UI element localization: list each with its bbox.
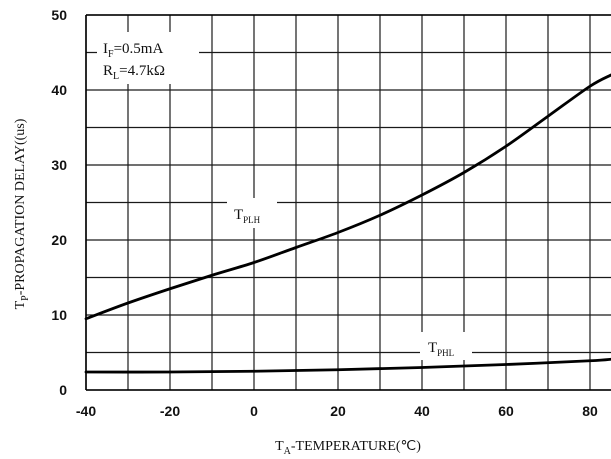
x-tick-label: -20 <box>160 403 180 419</box>
condition-if: IF=0.5mA <box>103 41 163 60</box>
y-tick-label: 20 <box>51 232 67 248</box>
series-curves <box>84 73 611 374</box>
conditions-box-background <box>97 32 199 84</box>
series-label-tphl: TPHL <box>428 340 454 358</box>
tplh-label-background <box>227 198 277 228</box>
tphl-label-background <box>420 332 472 360</box>
grid-lines <box>85 14 611 391</box>
x-axis-title: TA-TEMPERATURE(℃) <box>275 439 421 457</box>
x-tick-label: 80 <box>582 403 598 419</box>
y-tick-label: 10 <box>51 307 67 323</box>
series-line-tplh <box>84 73 611 321</box>
y-tick-label: 0 <box>59 382 67 398</box>
x-tick-label: 40 <box>414 403 430 419</box>
x-tick-labels: -40 -20 0 20 40 60 80 <box>76 403 598 419</box>
y-tick-labels: 0 10 20 30 40 50 <box>51 7 67 398</box>
series-line-tphl <box>84 357 611 374</box>
series-label-tplh: TPLH <box>234 207 261 225</box>
x-tick-label: -40 <box>76 403 96 419</box>
y-tick-label: 30 <box>51 157 67 173</box>
y-tick-label: 40 <box>51 82 67 98</box>
condition-rl: RL=4.7kΩ <box>103 63 165 82</box>
y-axis-title: TP-PROPAGATION DELAY((us) <box>13 118 31 309</box>
y-tick-label: 50 <box>51 7 67 23</box>
x-tick-label: 20 <box>330 403 346 419</box>
x-tick-label: 60 <box>498 403 514 419</box>
x-tick-label: 0 <box>250 403 258 419</box>
